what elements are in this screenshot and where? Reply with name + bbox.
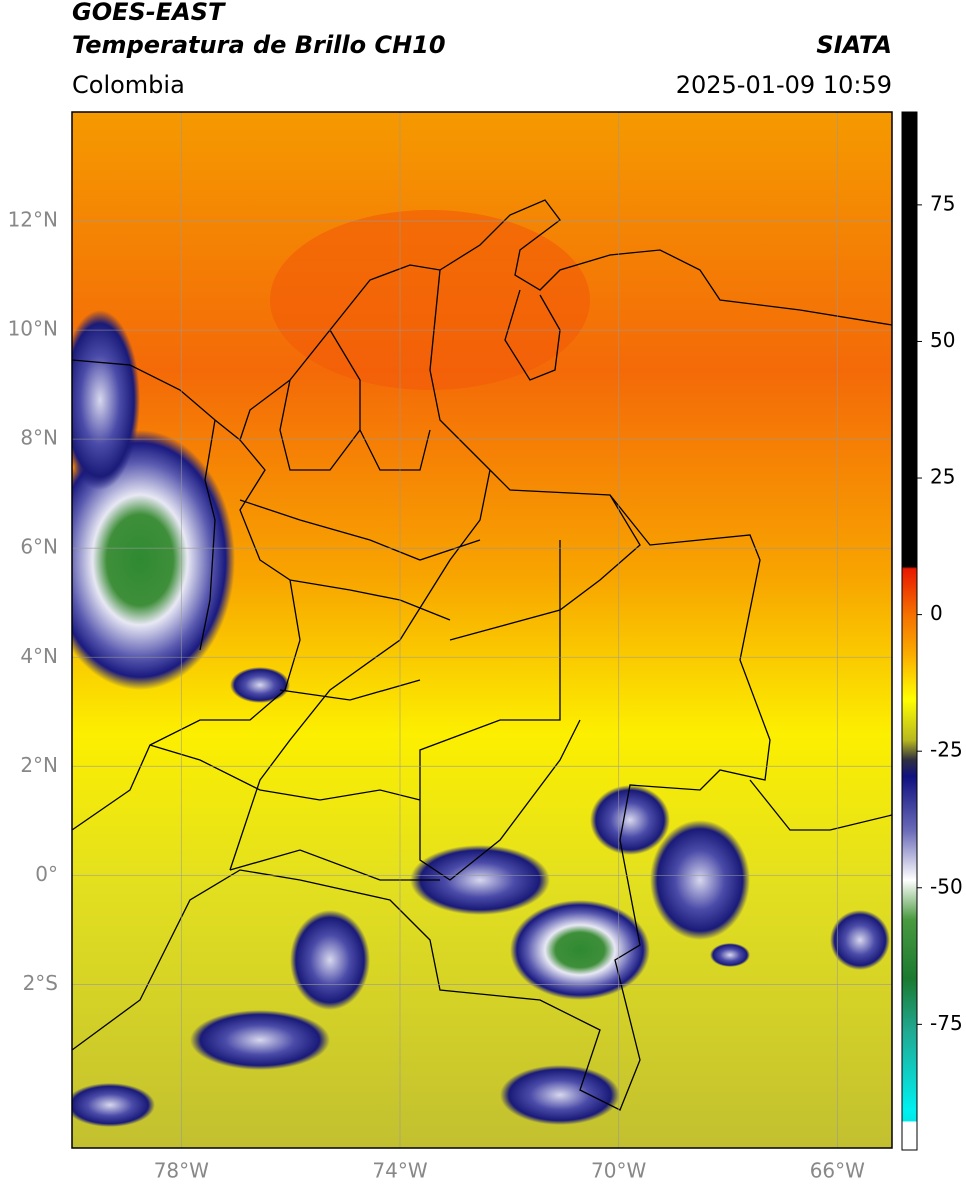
y-tick-label: 2°N <box>20 753 58 777</box>
region: Colombia <box>72 71 185 99</box>
x-tick-label: 74°W <box>372 1159 427 1183</box>
x-tick-label: 66°W <box>810 1159 865 1183</box>
source: SIATA <box>816 31 892 59</box>
x-tick-label: 70°W <box>591 1159 646 1183</box>
y-tick-label: 4°N <box>20 644 58 668</box>
y-tick-label: 2°S <box>23 971 58 995</box>
satellite-image <box>72 112 892 1148</box>
colorbar-tick-label: 50 <box>930 328 955 352</box>
colorbar-tick-label: 0 <box>930 601 943 625</box>
x-tick-label: 78°W <box>154 1159 209 1183</box>
y-tick-label: 0° <box>35 862 58 886</box>
map-frame <box>71 111 893 1149</box>
y-tick-label: 10°N <box>8 317 58 341</box>
colorbar <box>901 111 918 1151</box>
y-tick-label: 8°N <box>20 426 58 450</box>
datetime: 2025-01-09 10:59 <box>676 71 892 99</box>
title: GOES-EAST <box>72 0 226 26</box>
colorbar-tick-label: -75 <box>930 1011 963 1035</box>
colorbar-tick-label: 75 <box>930 191 955 215</box>
grid <box>72 112 892 1148</box>
subtitle: Temperatura de Brillo CH10 <box>72 31 446 59</box>
colorbar-tick-label: -25 <box>930 738 963 762</box>
colorbar-tick-label: -50 <box>930 874 963 898</box>
y-tick-label: 6°N <box>20 535 58 559</box>
colorbar-tick-label: 25 <box>930 465 955 489</box>
y-tick-label: 12°N <box>8 208 58 232</box>
